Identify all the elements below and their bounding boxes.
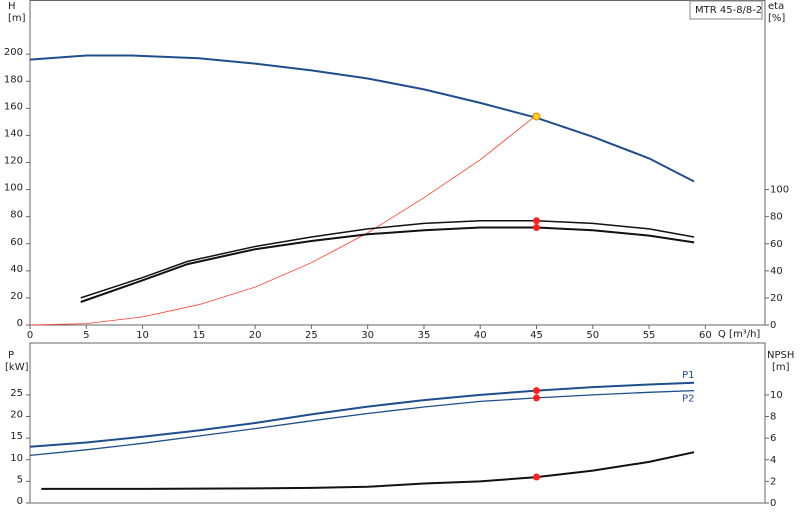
y-tick-label: 5 [17,474,23,485]
y-tick-label: 160 [4,101,23,112]
y-axis-unit: [m] [8,13,26,24]
x-tick-label: 35 [418,330,431,341]
y2-tick-label: 4 [770,455,776,466]
y-tick-label: 10 [10,453,23,464]
y2-tick-label: 0 [770,320,776,331]
y-tick-label: 120 [4,156,23,167]
operating-point [533,224,541,231]
series-label: P2 [682,394,694,405]
y2-tick-label: 10 [770,390,783,401]
y2-tick-label: 40 [770,266,783,277]
y2-tick-label: 8 [770,412,776,423]
curve [29,389,695,457]
y-tick-label: 60 [10,237,23,248]
y-axis-label: H [8,1,16,12]
y-tick-label: 15 [10,431,23,442]
y2-tick-label: 100 [770,185,789,196]
y-tick-label: 180 [4,74,23,85]
y2-axis-label: eta [768,1,784,12]
y-axis-label: P [8,350,14,361]
x-tick-label: 10 [136,330,149,341]
x-tick-label: 60 [699,330,712,341]
x-tick-label: 0 [27,330,33,341]
y-tick-label: 25 [10,388,23,399]
y2-tick-label: 2 [770,476,776,487]
operating-point [533,217,541,225]
x-tick-label: 45 [530,330,543,341]
curve [29,381,695,448]
x-tick-label: 5 [83,330,89,341]
model-box [689,0,763,20]
x-tick-label: 40 [474,330,487,341]
y2-tick-label: 20 [770,293,783,304]
operating-point [533,473,541,481]
y2-tick-label: 0 [770,498,776,509]
y-tick-label: 80 [10,210,23,221]
operating-point [533,387,541,395]
x-tick-label: 20 [249,330,262,341]
y-tick-label: 0 [17,496,23,507]
y2-axis-unit: [m] [772,362,790,373]
x-tick-label: 15 [192,330,205,341]
curve [41,451,695,490]
x-axis-label: Q [m³/h] [718,329,760,340]
y2-tick-label: 6 [770,433,776,444]
model-label: MTR 45-8/8-2 [695,5,762,16]
y-axis-unit: [kW] [5,362,29,373]
curve [80,219,695,299]
x-tick-label: 25 [305,330,318,341]
bottom-plot-frame [29,342,766,504]
x-tick-label: 50 [586,330,599,341]
operating-point [532,112,541,121]
y-tick-label: 20 [10,410,23,421]
operating-point [533,394,541,402]
y-tick-label: 200 [4,47,23,58]
y-tick-label: 0 [17,318,23,329]
y-tick-label: 140 [4,128,23,139]
y-tick-label: 20 [10,291,23,302]
curve [29,54,695,183]
curve [29,114,537,326]
series-label: P1 [682,370,694,381]
y2-tick-label: 60 [770,239,783,250]
x-tick-label: 30 [361,330,374,341]
y2-tick-label: 80 [770,212,783,223]
y-tick-label: 100 [4,183,23,194]
y-tick-label: 40 [10,264,23,275]
x-tick-label: 55 [643,330,656,341]
curve [80,226,695,303]
y2-axis-unit: [%] [768,13,785,24]
y2-axis-label: NPSH [767,350,794,361]
